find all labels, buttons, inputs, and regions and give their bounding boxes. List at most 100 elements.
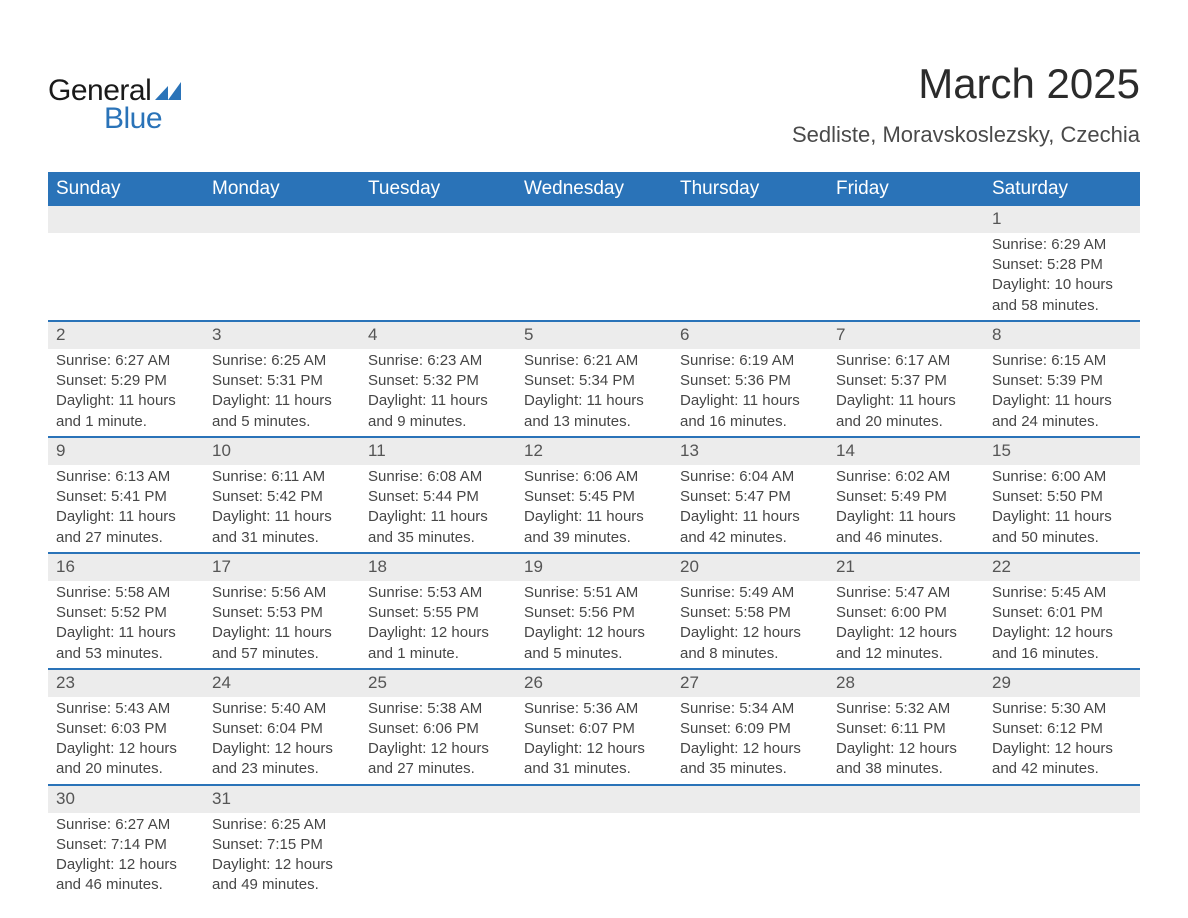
daynum-row: 9101112131415 — [48, 437, 1140, 465]
day-number: 18 — [360, 553, 516, 581]
day-number — [516, 785, 672, 813]
day-details — [48, 233, 204, 321]
day-number: 2 — [48, 321, 204, 349]
detail-row: Sunrise: 6:13 AM Sunset: 5:41 PM Dayligh… — [48, 465, 1140, 553]
day-details — [672, 233, 828, 321]
day-number: 22 — [984, 553, 1140, 581]
daynum-row: 3031 — [48, 785, 1140, 813]
day-number — [360, 785, 516, 813]
day-number: 5 — [516, 321, 672, 349]
daynum-row: 1 — [48, 206, 1140, 233]
day-number: 7 — [828, 321, 984, 349]
day-details: Sunrise: 6:04 AM Sunset: 5:47 PM Dayligh… — [672, 465, 828, 553]
weekday-row: Sunday Monday Tuesday Wednesday Thursday… — [48, 172, 1140, 206]
day-number — [516, 206, 672, 233]
day-number — [48, 206, 204, 233]
weekday-header: Monday — [204, 172, 360, 206]
day-number: 12 — [516, 437, 672, 465]
detail-row: Sunrise: 6:29 AM Sunset: 5:28 PM Dayligh… — [48, 233, 1140, 321]
day-details: Sunrise: 5:30 AM Sunset: 6:12 PM Dayligh… — [984, 697, 1140, 785]
day-number: 16 — [48, 553, 204, 581]
header-row: General Blue March 2025 Sedliste, Moravs… — [48, 60, 1140, 148]
day-details — [360, 813, 516, 900]
day-details: Sunrise: 5:34 AM Sunset: 6:09 PM Dayligh… — [672, 697, 828, 785]
day-details — [516, 233, 672, 321]
day-number — [828, 206, 984, 233]
day-details: Sunrise: 6:27 AM Sunset: 7:14 PM Dayligh… — [48, 813, 204, 900]
day-number: 17 — [204, 553, 360, 581]
day-details: Sunrise: 5:32 AM Sunset: 6:11 PM Dayligh… — [828, 697, 984, 785]
day-details: Sunrise: 6:02 AM Sunset: 5:49 PM Dayligh… — [828, 465, 984, 553]
day-number: 3 — [204, 321, 360, 349]
day-details: Sunrise: 5:40 AM Sunset: 6:04 PM Dayligh… — [204, 697, 360, 785]
day-number: 27 — [672, 669, 828, 697]
day-number: 14 — [828, 437, 984, 465]
day-details: Sunrise: 6:25 AM Sunset: 5:31 PM Dayligh… — [204, 349, 360, 437]
day-number: 31 — [204, 785, 360, 813]
day-details: Sunrise: 6:00 AM Sunset: 5:50 PM Dayligh… — [984, 465, 1140, 553]
day-details: Sunrise: 6:08 AM Sunset: 5:44 PM Dayligh… — [360, 465, 516, 553]
day-number: 30 — [48, 785, 204, 813]
calendar-head: Sunday Monday Tuesday Wednesday Thursday… — [48, 172, 1140, 206]
weekday-header: Friday — [828, 172, 984, 206]
day-details: Sunrise: 6:23 AM Sunset: 5:32 PM Dayligh… — [360, 349, 516, 437]
logo-flag-icon — [155, 82, 181, 100]
daynum-row: 23242526272829 — [48, 669, 1140, 697]
day-details: Sunrise: 5:51 AM Sunset: 5:56 PM Dayligh… — [516, 581, 672, 669]
day-number: 8 — [984, 321, 1140, 349]
day-number: 10 — [204, 437, 360, 465]
logo-text-blue: Blue — [104, 102, 162, 136]
day-details: Sunrise: 5:53 AM Sunset: 5:55 PM Dayligh… — [360, 581, 516, 669]
daynum-row: 16171819202122 — [48, 553, 1140, 581]
day-details — [828, 813, 984, 900]
day-details — [360, 233, 516, 321]
day-details — [828, 233, 984, 321]
day-details: Sunrise: 5:56 AM Sunset: 5:53 PM Dayligh… — [204, 581, 360, 669]
day-details: Sunrise: 6:06 AM Sunset: 5:45 PM Dayligh… — [516, 465, 672, 553]
day-number: 4 — [360, 321, 516, 349]
day-details: Sunrise: 6:11 AM Sunset: 5:42 PM Dayligh… — [204, 465, 360, 553]
day-details — [204, 233, 360, 321]
day-number: 6 — [672, 321, 828, 349]
day-details — [984, 813, 1140, 900]
day-number: 23 — [48, 669, 204, 697]
day-details: Sunrise: 6:29 AM Sunset: 5:28 PM Dayligh… — [984, 233, 1140, 321]
day-details: Sunrise: 6:21 AM Sunset: 5:34 PM Dayligh… — [516, 349, 672, 437]
day-number: 28 — [828, 669, 984, 697]
day-number: 11 — [360, 437, 516, 465]
day-details: Sunrise: 5:36 AM Sunset: 6:07 PM Dayligh… — [516, 697, 672, 785]
weekday-header: Sunday — [48, 172, 204, 206]
day-details: Sunrise: 5:49 AM Sunset: 5:58 PM Dayligh… — [672, 581, 828, 669]
detail-row: Sunrise: 6:27 AM Sunset: 5:29 PM Dayligh… — [48, 349, 1140, 437]
day-details — [672, 813, 828, 900]
weekday-header: Thursday — [672, 172, 828, 206]
day-number — [204, 206, 360, 233]
day-number — [828, 785, 984, 813]
day-number: 25 — [360, 669, 516, 697]
day-number — [672, 785, 828, 813]
calendar-table: Sunday Monday Tuesday Wednesday Thursday… — [48, 172, 1140, 900]
weekday-header: Tuesday — [360, 172, 516, 206]
daynum-row: 2345678 — [48, 321, 1140, 349]
day-number — [360, 206, 516, 233]
day-number: 1 — [984, 206, 1140, 233]
day-details: Sunrise: 5:47 AM Sunset: 6:00 PM Dayligh… — [828, 581, 984, 669]
weekday-header: Wednesday — [516, 172, 672, 206]
day-details: Sunrise: 6:19 AM Sunset: 5:36 PM Dayligh… — [672, 349, 828, 437]
weekday-header: Saturday — [984, 172, 1140, 206]
day-number: 20 — [672, 553, 828, 581]
day-details: Sunrise: 6:27 AM Sunset: 5:29 PM Dayligh… — [48, 349, 204, 437]
detail-row: Sunrise: 5:58 AM Sunset: 5:52 PM Dayligh… — [48, 581, 1140, 669]
day-number: 13 — [672, 437, 828, 465]
day-number: 26 — [516, 669, 672, 697]
day-details: Sunrise: 5:58 AM Sunset: 5:52 PM Dayligh… — [48, 581, 204, 669]
day-number: 21 — [828, 553, 984, 581]
day-number: 19 — [516, 553, 672, 581]
day-number — [672, 206, 828, 233]
logo: General Blue — [48, 74, 181, 136]
day-number: 15 — [984, 437, 1140, 465]
day-details: Sunrise: 6:17 AM Sunset: 5:37 PM Dayligh… — [828, 349, 984, 437]
day-number: 9 — [48, 437, 204, 465]
detail-row: Sunrise: 5:43 AM Sunset: 6:03 PM Dayligh… — [48, 697, 1140, 785]
day-details: Sunrise: 6:13 AM Sunset: 5:41 PM Dayligh… — [48, 465, 204, 553]
